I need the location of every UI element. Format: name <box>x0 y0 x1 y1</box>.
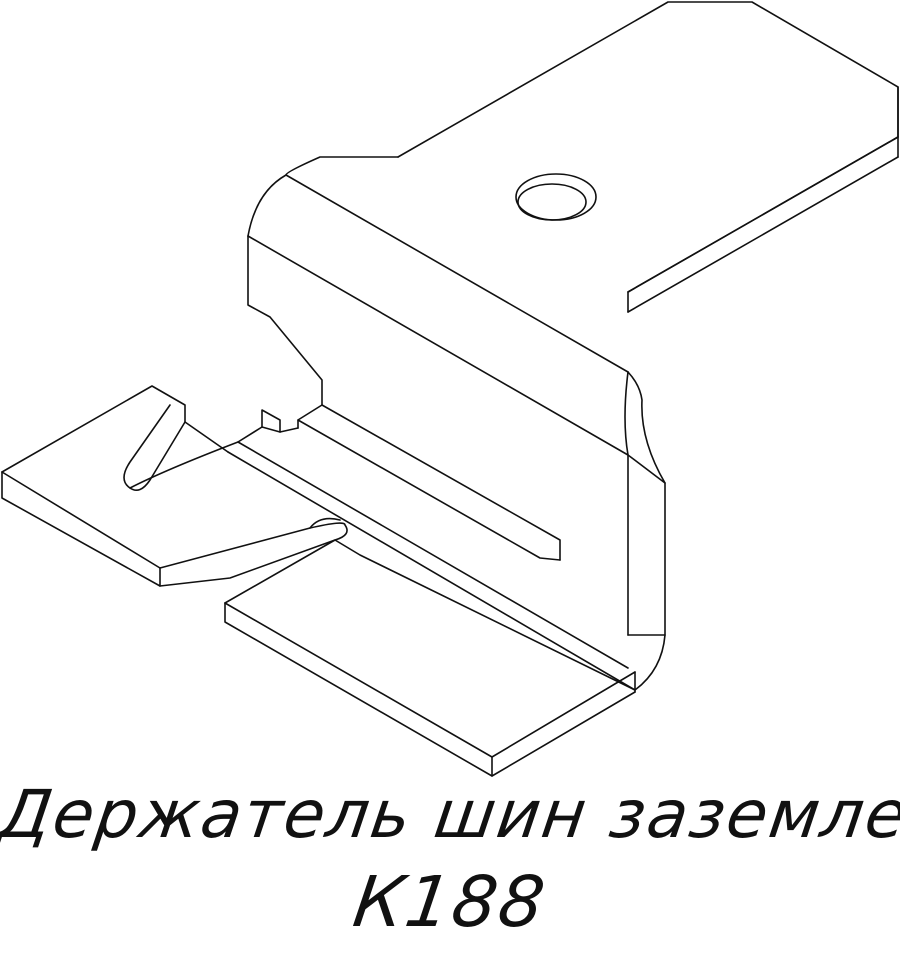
bracket-isometric-drawing <box>1 1 899 777</box>
top-mounting-tab <box>285 1 899 313</box>
caption-title: Держатель шин заземления <box>0 776 900 853</box>
bottom-foot-plate <box>224 539 636 777</box>
vertical-web <box>247 235 666 691</box>
lower-bend <box>227 409 636 691</box>
upper-bend <box>247 174 629 456</box>
caption-code: К188 <box>348 861 552 943</box>
left-fork-foot <box>1 385 348 587</box>
mounting-hole-inner <box>517 183 587 221</box>
web-slot <box>297 404 561 561</box>
